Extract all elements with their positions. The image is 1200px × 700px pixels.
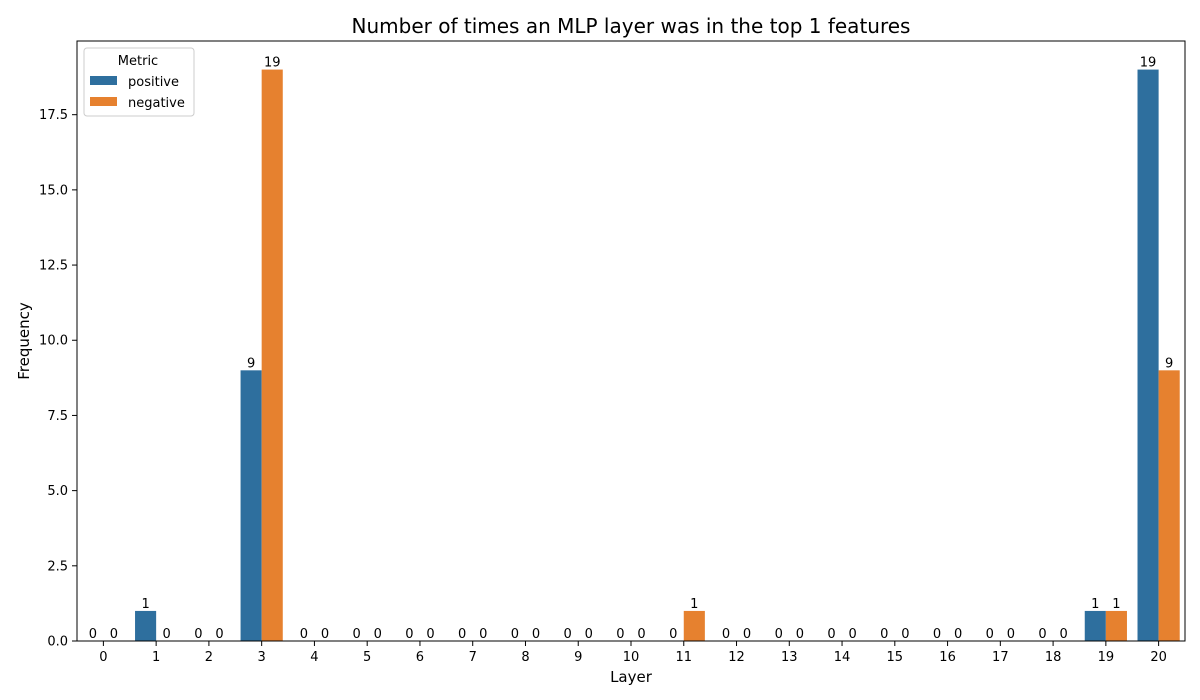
x-tick-label: 14 xyxy=(834,650,851,665)
bar-label-positive-layer-0: 0 xyxy=(89,627,97,642)
bar-negative-layer-19 xyxy=(1105,610,1127,641)
y-tick-label: 0.0 xyxy=(47,635,68,650)
x-tick-label: 13 xyxy=(781,650,798,665)
x-tick-label: 6 xyxy=(416,650,424,665)
x-tick-label: 8 xyxy=(521,650,529,665)
bar-label-negative-layer-0: 0 xyxy=(110,627,118,642)
x-tick-label: 5 xyxy=(363,650,371,665)
x-tick-label: 3 xyxy=(258,650,266,665)
x-tick-label: 18 xyxy=(1045,650,1062,665)
bar-label-negative-layer-8: 0 xyxy=(532,627,540,642)
bar-label-positive-layer-10: 0 xyxy=(616,627,624,642)
bar-label-negative-layer-17: 0 xyxy=(1007,627,1015,642)
y-tick-label: 7.5 xyxy=(47,409,68,424)
x-axis-label: Layer xyxy=(610,668,653,686)
bar-label-negative-layer-20: 9 xyxy=(1165,356,1173,371)
bar-label-positive-layer-9: 0 xyxy=(564,627,572,642)
bar-label-negative-layer-19: 1 xyxy=(1112,597,1120,612)
legend-title: Metric xyxy=(118,54,158,69)
bar-label-positive-layer-11: 0 xyxy=(669,627,677,642)
x-tick-label: 2 xyxy=(205,650,213,665)
x-tick-label: 12 xyxy=(728,650,745,665)
x-tick-label: 20 xyxy=(1150,650,1167,665)
bar-label-positive-layer-16: 0 xyxy=(933,627,941,642)
y-tick-label: 2.5 xyxy=(47,559,68,574)
bar-label-positive-layer-4: 0 xyxy=(300,627,308,642)
bar-label-negative-layer-10: 0 xyxy=(637,627,645,642)
bar-label-positive-layer-6: 0 xyxy=(405,627,413,642)
x-tick-label: 4 xyxy=(310,650,318,665)
x-tick-label: 10 xyxy=(623,650,640,665)
x-tick-label: 0 xyxy=(99,650,107,665)
bar-label-positive-layer-1: 1 xyxy=(141,597,149,612)
bar-label-positive-layer-18: 0 xyxy=(1038,627,1046,642)
y-tick-label: 15.0 xyxy=(39,183,68,198)
x-ticks: 0 1 2 3 4 5 6 7 8 9 10 11 12 13 14 15 16 17 18 19 20 xyxy=(99,641,1167,665)
bar-label-negative-layer-6: 0 xyxy=(426,627,434,642)
bar-label-negative-layer-3: 19 xyxy=(264,56,281,71)
bar-label-negative-layer-7: 0 xyxy=(479,627,487,642)
bar-label-negative-layer-9: 0 xyxy=(585,627,593,642)
bar-label-positive-layer-15: 0 xyxy=(880,627,888,642)
x-tick-label: 15 xyxy=(887,650,904,665)
bar-label-positive-layer-19: 1 xyxy=(1091,597,1099,612)
legend: Metric positive negative xyxy=(83,47,195,117)
y-tick-label: 10.0 xyxy=(39,334,68,349)
bar-label-positive-layer-5: 0 xyxy=(352,627,360,642)
bar-label-positive-layer-12: 0 xyxy=(722,627,730,642)
bar-label-negative-layer-15: 0 xyxy=(901,627,909,642)
bar-label-negative-layer-12: 0 xyxy=(743,627,751,642)
bar-label-negative-layer-11: 1 xyxy=(690,597,698,612)
y-axis-label: Frequency xyxy=(15,302,33,380)
y-tick-label: 17.5 xyxy=(39,108,68,123)
bar-label-negative-layer-4: 0 xyxy=(321,627,329,642)
x-tick-label: 17 xyxy=(992,650,1009,665)
bar-label-negative-layer-14: 0 xyxy=(848,627,856,642)
y-tick-label: 12.5 xyxy=(39,259,68,274)
bar-label-positive-layer-2: 0 xyxy=(194,627,202,642)
bar-negative-layer-20 xyxy=(1158,370,1180,641)
bar-label-negative-layer-18: 0 xyxy=(1060,627,1068,642)
bar-positive-layer-3 xyxy=(240,370,262,641)
chart-title: Number of times an MLP layer was in the … xyxy=(352,14,911,38)
x-tick-label: 7 xyxy=(469,650,477,665)
y-ticks: 0.0 2.5 5.0 7.5 10.0 12.5 15.0 17.5 xyxy=(39,108,77,650)
legend-label-positive: positive xyxy=(128,75,179,90)
x-tick-label: 1 xyxy=(152,650,160,665)
bar-label-positive-layer-8: 0 xyxy=(511,627,519,642)
bar-label-negative-layer-16: 0 xyxy=(954,627,962,642)
bar-positive-layer-20 xyxy=(1137,69,1159,642)
bar-positive-layer-19 xyxy=(1084,610,1106,641)
x-tick-label: 16 xyxy=(939,650,956,665)
x-tick-label: 19 xyxy=(1098,650,1115,665)
legend-label-negative: negative xyxy=(128,96,185,111)
legend-swatch-negative xyxy=(90,97,117,106)
bar-label-positive-layer-13: 0 xyxy=(775,627,783,642)
bar-label-negative-layer-13: 0 xyxy=(796,627,804,642)
bar-label-positive-layer-3: 9 xyxy=(247,356,255,371)
bar-negative-layer-11 xyxy=(683,610,705,641)
y-tick-label: 5.0 xyxy=(47,484,68,499)
legend-swatch-positive xyxy=(90,76,117,85)
bar-label-negative-layer-2: 0 xyxy=(215,627,223,642)
bar-label-positive-layer-7: 0 xyxy=(458,627,466,642)
x-tick-label: 11 xyxy=(675,650,692,665)
bar-label-negative-layer-1: 0 xyxy=(163,627,171,642)
bar-label-positive-layer-17: 0 xyxy=(986,627,994,642)
bars-group xyxy=(135,69,1180,642)
bar-label-positive-layer-20: 19 xyxy=(1140,56,1157,71)
bar-label-negative-layer-5: 0 xyxy=(374,627,382,642)
bar-negative-layer-3 xyxy=(261,69,283,642)
bar-positive-layer-1 xyxy=(135,610,157,641)
x-tick-label: 9 xyxy=(574,650,582,665)
bar-label-positive-layer-14: 0 xyxy=(827,627,835,642)
